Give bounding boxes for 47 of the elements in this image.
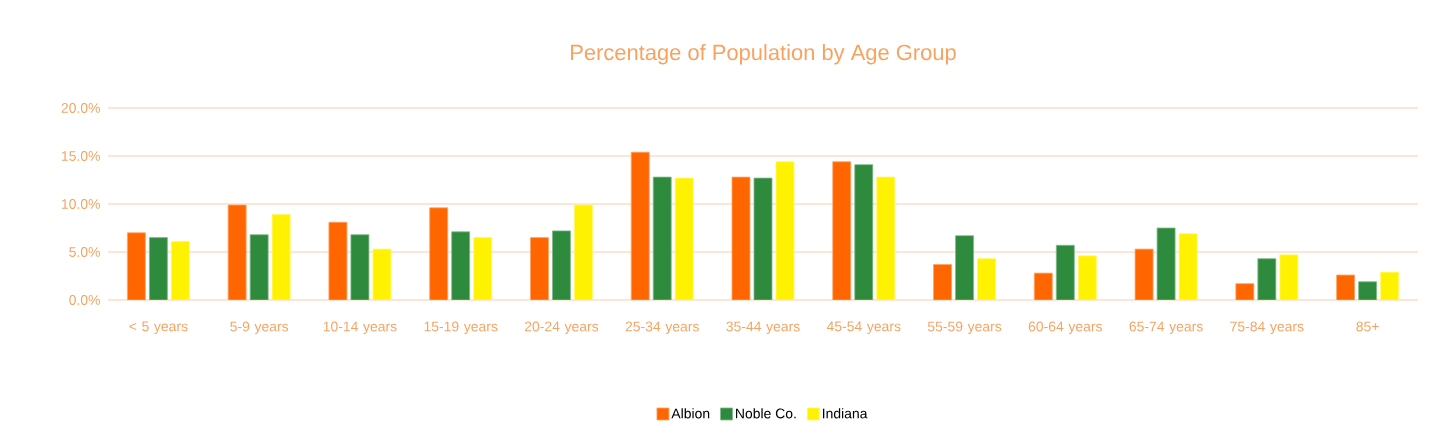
x-tick-label: 5-9 years [230, 321, 289, 335]
y-tick-label: 10.0% [61, 199, 100, 209]
bar [1279, 254, 1299, 300]
x-tick-label: 15-19 years [424, 321, 498, 335]
bar [227, 204, 247, 300]
x-tick-label: < 5 years [129, 321, 188, 335]
bar [832, 161, 852, 300]
chart-title: Percentage of Population by Age Group [571, 44, 956, 65]
x-tick-label: 25-34 years [625, 321, 699, 335]
x-tick-label: 10-14 years [323, 321, 397, 335]
x-tick-label: 65-74 years [1129, 321, 1203, 335]
x-tick-label: 55-59 years [927, 321, 1002, 335]
bar [630, 151, 650, 300]
bar [170, 241, 190, 300]
bar [552, 230, 571, 300]
bar [148, 237, 168, 300]
bar [271, 214, 291, 300]
y-tick-label: 20.0% [61, 103, 100, 113]
y-tick-label: 5.0% [69, 247, 100, 257]
bar [854, 164, 874, 300]
x-tick-label: 45-54 years [826, 321, 901, 335]
bar [574, 204, 593, 300]
bar [674, 177, 694, 300]
bar [530, 237, 549, 300]
bar [451, 231, 471, 300]
bar [955, 235, 974, 300]
legend-label: Indiana [822, 408, 868, 419]
x-tick-label: 35-44 years [726, 321, 800, 335]
bar [126, 232, 146, 300]
y-tick-label: 0.0% [69, 295, 100, 305]
bar [429, 207, 449, 300]
legend-label: Noble Co. [736, 408, 796, 419]
bar [1055, 244, 1075, 300]
bar [652, 176, 672, 300]
x-tick-label: 20-24 years [524, 321, 599, 335]
bar [249, 234, 269, 300]
x-tick-label: 60-64 years [1028, 321, 1102, 335]
x-tick-label: 85+ [1356, 321, 1379, 332]
bar [977, 258, 996, 300]
y-tick-label: 15.0% [61, 151, 100, 161]
bar [876, 176, 896, 300]
legend-label: Albion [671, 408, 710, 419]
bar [473, 237, 493, 300]
x-tick-label: 75-84 years [1230, 321, 1304, 335]
bar [1077, 255, 1097, 300]
bar [933, 264, 952, 300]
bar [1257, 258, 1277, 300]
